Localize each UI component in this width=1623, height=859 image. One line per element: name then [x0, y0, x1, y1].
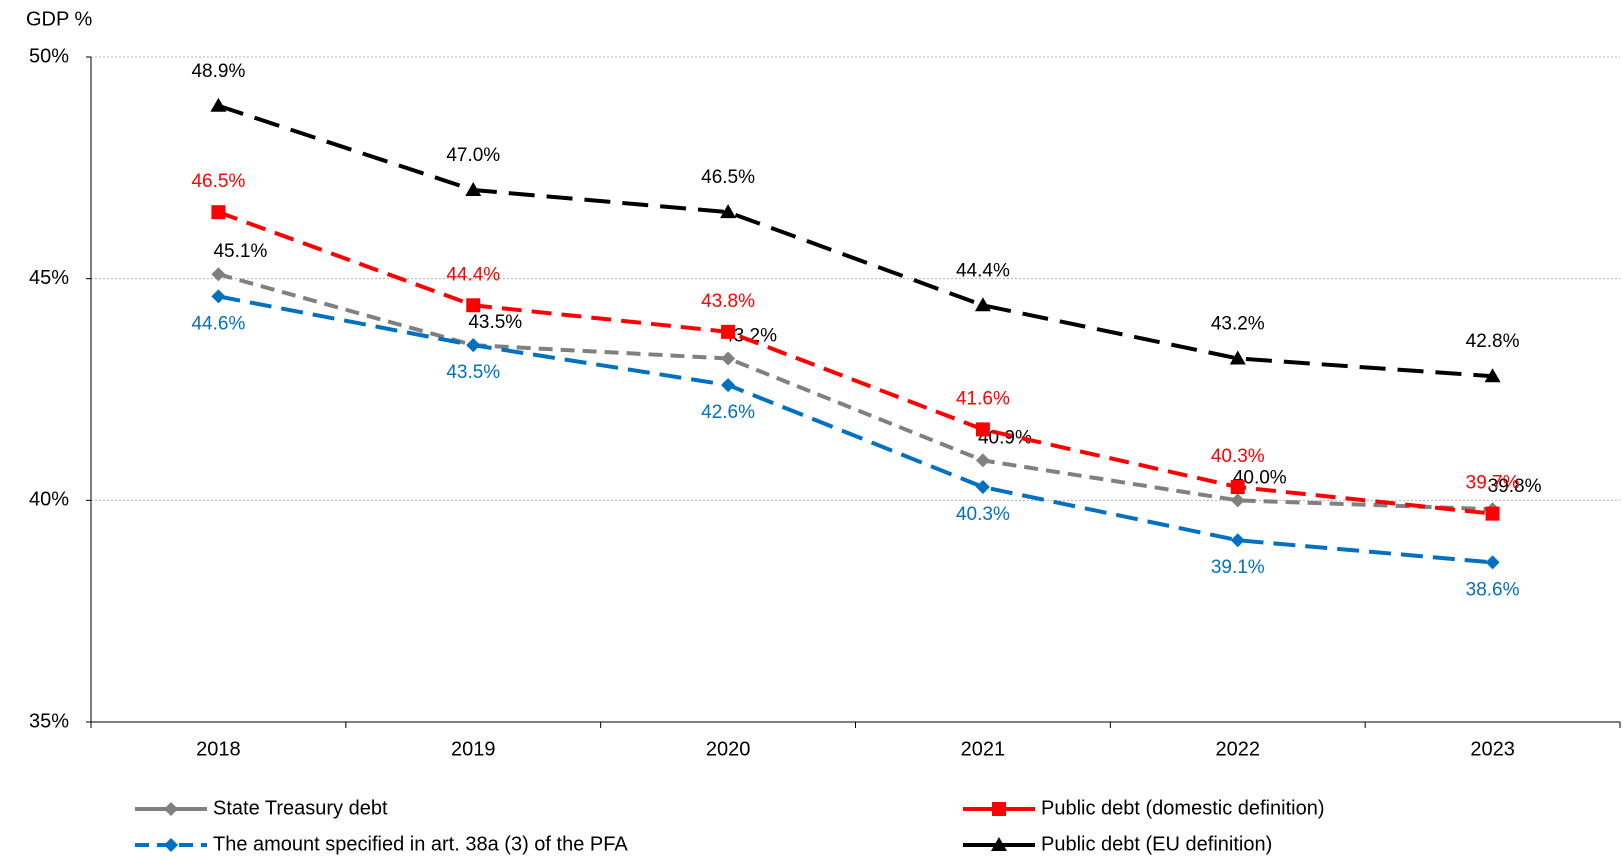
point-marker	[1230, 480, 1245, 495]
series-line	[217, 103, 1493, 379]
value-label: 44.6%	[191, 313, 245, 334]
value-label: 43.5%	[468, 312, 522, 333]
legend-label: The amount specified in art. 38a (3) of …	[213, 833, 628, 855]
value-label: 45.1%	[213, 241, 267, 262]
point-marker	[466, 338, 481, 353]
point-marker	[211, 205, 226, 220]
value-label: 39.8%	[1488, 476, 1542, 497]
value-label: 39.7%	[1466, 473, 1520, 494]
point-marker	[975, 480, 990, 495]
point-marker	[1485, 506, 1500, 521]
y-tick-label: 40%	[29, 489, 69, 511]
point-marker	[210, 97, 227, 112]
legend-label: Public debt (EU definition)	[1041, 833, 1272, 855]
value-label: 48.9%	[191, 61, 245, 82]
value-label: 42.8%	[1466, 331, 1520, 352]
x-tick-label: 2019	[451, 738, 496, 760]
value-label: 38.6%	[1466, 579, 1520, 600]
value-label: 40.0%	[1233, 467, 1287, 488]
point-marker	[975, 422, 990, 437]
point-marker	[720, 204, 737, 219]
y-tick-label: 35%	[29, 710, 69, 732]
legend-marker	[991, 837, 1007, 851]
x-tick-label: 2022	[1216, 738, 1261, 760]
point-marker	[211, 289, 226, 304]
value-label: 44.4%	[446, 264, 500, 285]
point-marker	[974, 297, 991, 312]
value-label: 39.1%	[1211, 557, 1265, 578]
value-label: 40.9%	[978, 427, 1032, 448]
point-marker	[721, 351, 736, 366]
point-marker	[465, 182, 482, 196]
x-tick-label: 2020	[706, 738, 751, 760]
value-label: 40.3%	[956, 504, 1010, 525]
point-marker	[1230, 493, 1245, 508]
point-marker	[1485, 555, 1500, 570]
value-label: 41.6%	[956, 388, 1010, 409]
value-label: 40.3%	[1211, 446, 1265, 467]
legend-marker	[164, 838, 178, 852]
series-line	[218, 294, 1493, 565]
value-label: 43.8%	[701, 291, 755, 312]
point-marker	[1484, 368, 1501, 383]
x-tick-label: 2023	[1470, 738, 1515, 760]
y-tick-label: 45%	[29, 267, 69, 289]
point-marker	[211, 267, 226, 282]
point-marker	[975, 453, 990, 468]
series-line	[217, 272, 1493, 512]
legend-marker	[992, 802, 1006, 816]
value-label: 44.4%	[956, 260, 1010, 281]
x-tick-label: 2018	[196, 738, 241, 760]
legend-label: State Treasury debt	[213, 797, 388, 819]
point-marker	[1229, 350, 1246, 365]
series-line	[217, 210, 1493, 516]
point-marker	[721, 378, 736, 393]
value-label: 43.5%	[446, 362, 500, 383]
value-label: 46.5%	[701, 167, 755, 188]
y-tick-label: 50%	[29, 45, 69, 67]
value-label: 43.2%	[723, 325, 777, 346]
value-label: 42.6%	[701, 402, 755, 423]
point-marker	[466, 298, 481, 313]
value-label: 43.2%	[1211, 313, 1265, 334]
value-label: 47.0%	[446, 145, 500, 166]
legend-label: Public debt (domestic definition)	[1041, 797, 1324, 819]
legend-marker	[164, 802, 178, 816]
point-marker	[1230, 533, 1245, 548]
y-axis-title: GDP %	[26, 8, 93, 30]
value-label: 46.5%	[191, 171, 245, 192]
x-tick-label: 2021	[961, 738, 1006, 760]
point-marker	[721, 324, 736, 339]
